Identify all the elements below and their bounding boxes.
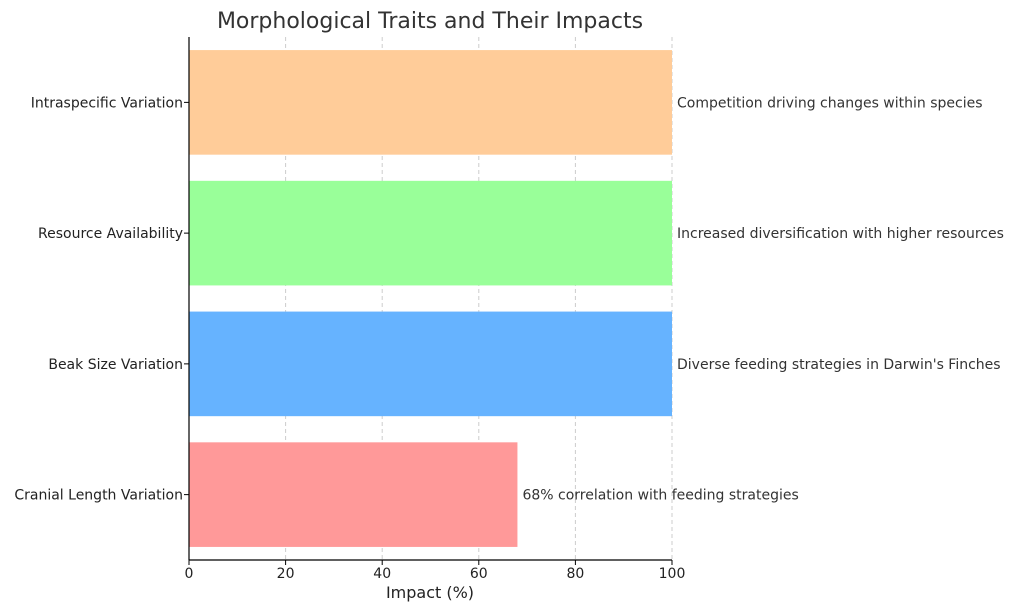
annotations: 68% correlation with feeding strategies D…: [522, 95, 1003, 503]
category-label: Cranial Length Variation: [14, 488, 183, 504]
category-label: Intraspecific Variation: [31, 95, 183, 111]
x-tick-label: 80: [566, 566, 584, 582]
x-ticks: 0 20 40 60 80 100: [185, 560, 686, 582]
category-label: Beak Size Variation: [48, 357, 183, 373]
bar-annotation: Competition driving changes within speci…: [677, 95, 983, 111]
bar-annotation: 68% correlation with feeding strategies: [522, 488, 798, 504]
x-tick-label: 0: [185, 566, 194, 582]
category-labels: Cranial Length Variation Beak Size Variat…: [14, 95, 189, 504]
bars: [189, 50, 672, 547]
x-tick-label: 60: [470, 566, 488, 582]
x-axis-label: Impact (%): [386, 583, 474, 602]
x-tick-label: 100: [659, 566, 686, 582]
bar: [189, 50, 672, 155]
bar: [189, 180, 672, 286]
x-tick-label: 40: [373, 566, 391, 582]
bar-annotation: Diverse feeding strategies in Darwin's F…: [677, 357, 1001, 373]
bar: [189, 311, 672, 417]
x-tick-label: 20: [277, 566, 295, 582]
category-label: Resource Availability: [38, 226, 183, 242]
bar: [189, 442, 518, 547]
chart-title: Morphological Traits and Their Impacts: [217, 9, 643, 34]
bar-annotation: Increased diversification with higher re…: [677, 226, 1004, 242]
